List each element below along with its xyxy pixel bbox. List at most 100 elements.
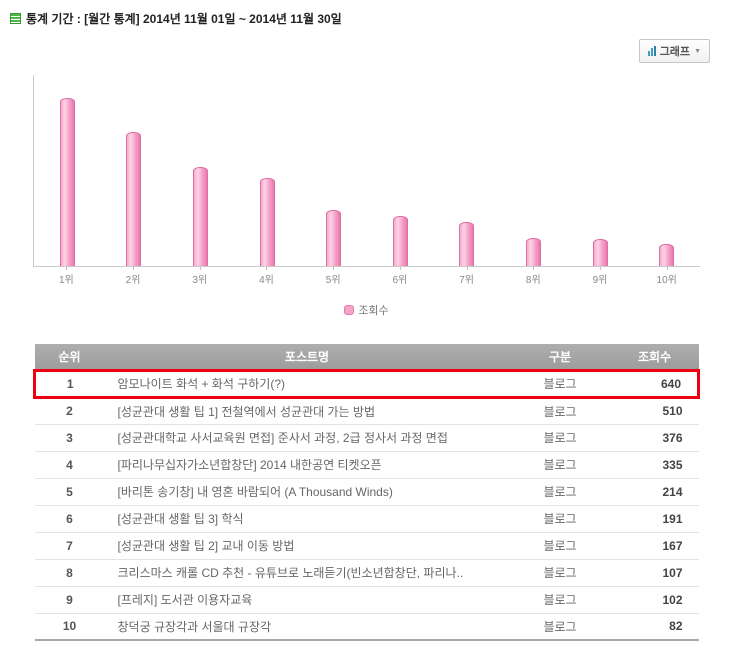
table-row-highlighted: 1 암모나이트 화석 + 화석 구하기(?) 블로그 640 [33,368,700,399]
post-title-cell[interactable]: 크리스마스 캐롤 CD 추천 - 유튜브로 노래듣기(빈소년합창단, 파리나.. [104,559,510,587]
rank-cell: 1 [33,368,105,399]
category-cell: 블로그 [509,532,611,560]
table-row: 6 [성균관대 생활 팁 3] 학식 블로그 191 [34,505,699,533]
rank-cell: 8 [34,559,105,587]
views-cell: 510 [610,397,699,425]
category-cell: 블로그 [509,586,611,614]
post-title-cell[interactable]: [바리톤 송기창] 내 영혼 바람되어 (A Thousand Winds) [104,478,510,506]
bar-column [367,75,434,266]
category-cell: 블로그 [509,368,611,399]
rank-cell: 2 [34,397,105,425]
table-row: 10 창덕궁 규장각과 서울대 규장각 블로그 82 [34,613,699,641]
bar-9위 [592,239,608,266]
x-axis-label: 5위 [300,267,367,286]
x-axis-label: 1위 [33,267,100,286]
header-rank: 순위 [34,344,105,371]
bar-column [500,75,567,266]
category-cell: 블로그 [509,559,611,587]
rank-cell: 5 [34,478,105,506]
category-cell: 블로그 [509,505,611,533]
x-axis-label: 6위 [367,267,434,286]
views-cell: 82 [610,613,699,641]
post-title-cell[interactable]: 암모나이트 화석 + 화석 구하기(?) [104,368,510,399]
chart-legend: 조회수 [33,302,700,318]
views-cell: 167 [610,532,699,560]
x-axis-label: 8위 [500,267,567,286]
post-title-cell[interactable]: [성균관대학교 사서교육원 면접] 준사서 과정, 2급 정사서 과정 면접 [104,424,510,452]
rank-cell: 9 [34,586,105,614]
table-row: 7 [성균관대 생활 팁 2] 교내 이동 방법 블로그 167 [34,532,699,560]
table-row: 8 크리스마스 캐롤 CD 추천 - 유튜브로 노래듣기(빈소년합창단, 파리나.… [34,559,699,587]
legend-swatch-views [344,305,355,315]
bar-column [633,75,700,266]
x-axis-labels: 1위 2위 3위 4위 5위 6위 7위 8위 9위 10위 [33,267,700,286]
post-title-cell[interactable]: [성균관대 생활 팁 1] 전철역에서 성균관대 가는 방법 [104,397,510,425]
views-cell: 376 [610,424,699,452]
post-title-cell[interactable]: 창덕궁 규장각과 서울대 규장각 [104,613,510,641]
views-cell: 102 [610,586,699,614]
bar-column [34,75,101,266]
post-stats-table: 순위 포스트명 구분 조회수 1 암모나이트 화석 + 화석 구하기(?) 블로그 6… [33,344,700,641]
bar-2위 [126,132,142,266]
post-title-cell[interactable]: [성균관대 생활 팁 3] 학식 [104,505,510,533]
views-cell: 107 [610,559,699,587]
bar-column [300,75,367,266]
graph-button[interactable]: 그래프 ▼ [638,39,710,63]
category-cell: 블로그 [509,613,611,641]
views-cell: 214 [610,478,699,506]
category-cell: 블로그 [509,451,611,479]
bar-1위 [59,98,75,266]
x-axis-label: 9위 [567,267,634,286]
stats-period-label: 통계 기간 : [월간 통계] 2014년 11월 01일 ~ 2014년 11… [26,10,342,27]
rank-cell: 3 [34,424,105,452]
legend-label-views: 조회수 [358,305,389,317]
post-title-cell[interactable]: [프레지] 도서관 이용자교육 [104,586,510,614]
dropdown-caret-icon: ▼ [694,47,701,55]
x-axis-label: 10위 [633,267,700,286]
rank-cell: 7 [34,532,105,560]
table-row: 4 [파리나무십자가소년합창단] 2014 내한공연 티켓오픈 블로그 335 [34,451,699,479]
table-row: 5 [바리톤 송기창] 내 영혼 바람되어 (A Thousand Winds) 블… [34,478,699,506]
rank-cell: 10 [34,613,105,641]
header-category: 구분 [509,344,611,371]
table-row: 2 [성균관대 생활 팁 1] 전철역에서 성균관대 가는 방법 블로그 510 [34,397,699,425]
bar-8위 [525,238,541,266]
x-axis-label: 3위 [166,267,233,286]
bar-7위 [459,222,475,266]
toolbar: 그래프 ▼ [0,39,710,63]
bar-column [434,75,501,266]
stats-period-value: [월간 통계] 2014년 11월 01일 ~ 2014년 11월 30일 [84,12,342,26]
graph-button-label: 그래프 [659,46,691,58]
bar-3위 [192,167,208,266]
category-cell: 블로그 [509,478,611,506]
bar-10위 [659,244,675,266]
post-title-cell[interactable]: [성균관대 생활 팁 2] 교내 이동 방법 [104,532,510,560]
chart-section: 1위 2위 3위 4위 5위 6위 7위 8위 9위 10위 조회수 순위 포스트명 구분 조회수… [33,75,700,641]
x-axis-label: 7위 [433,267,500,286]
stats-period-bar: 통계 기간 : [월간 통계] 2014년 11월 01일 ~ 2014년 11… [0,0,734,27]
views-cell: 335 [610,451,699,479]
rank-cell: 4 [34,451,105,479]
bar-6위 [392,216,408,266]
post-title-cell[interactable]: [파리나무십자가소년합창단] 2014 내한공연 티켓오픈 [104,451,510,479]
views-cell: 640 [610,368,700,399]
category-cell: 블로그 [509,424,611,452]
bar-5위 [326,210,342,266]
x-axis-label: 4위 [233,267,300,286]
category-cell: 블로그 [509,397,611,425]
bar-column [167,75,234,266]
bar-column [101,75,168,266]
stats-period-prefix: 통계 기간 : [26,12,85,26]
header-post-title: 포스트명 [104,344,510,371]
bar-chart-icon [647,46,656,56]
header-views: 조회수 [610,344,699,371]
x-axis-label: 2위 [100,267,167,286]
views-cell: 191 [610,505,699,533]
rank-cell: 6 [34,505,105,533]
stats-list-icon [10,13,21,24]
table-header-row: 순위 포스트명 구분 조회수 [34,344,699,371]
bar-column [567,75,634,266]
bar-column [234,75,301,266]
bar-4위 [259,178,275,266]
table-row: 9 [프레지] 도서관 이용자교육 블로그 102 [34,586,699,614]
